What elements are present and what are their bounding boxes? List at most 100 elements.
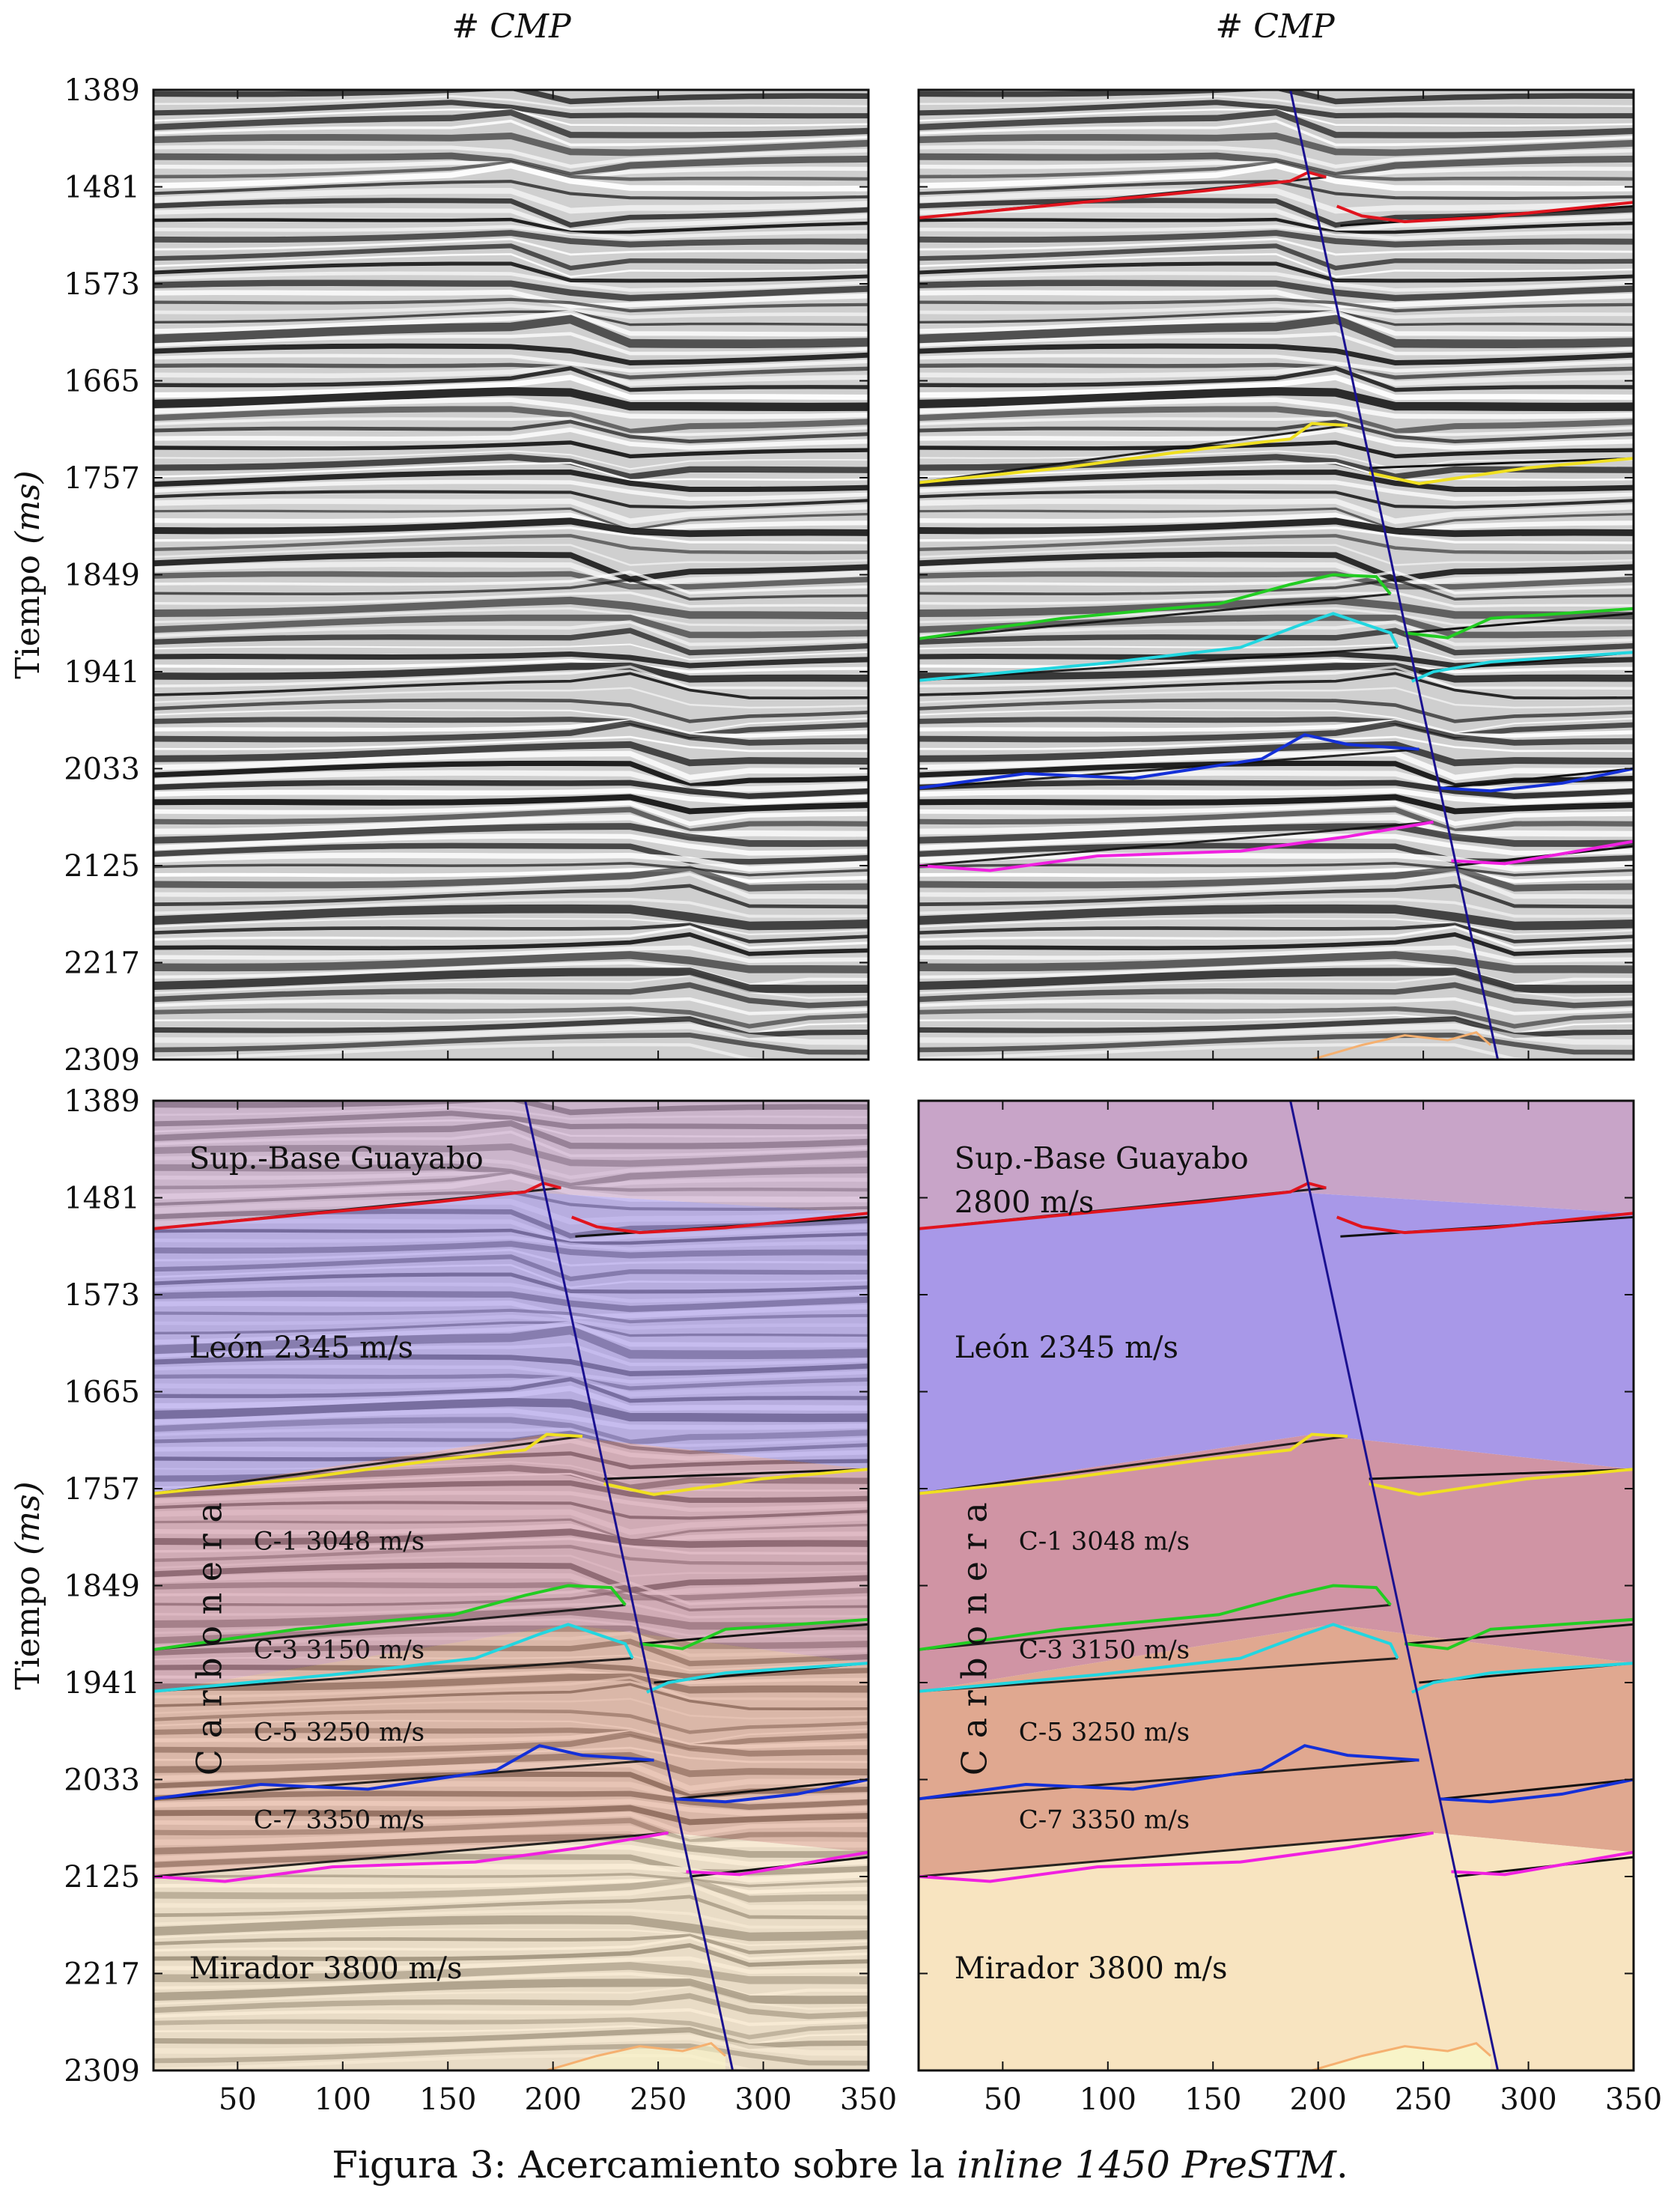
seismic-trough — [153, 614, 868, 639]
seismic-peak — [153, 897, 868, 918]
seismic-trough — [919, 517, 1634, 538]
seismic-peak — [153, 207, 868, 234]
horizon-reference-line — [153, 1759, 654, 1800]
seismic-peak — [919, 620, 1634, 646]
label-c1: C-1 3048 m/s — [254, 1527, 424, 1557]
horizon-reference-line — [919, 821, 1434, 867]
seismic-trough — [919, 596, 1634, 620]
seismic-trough — [919, 297, 1634, 313]
seismic-peak — [153, 591, 868, 608]
fill-basement — [1312, 2043, 1491, 2070]
seismic-trough — [919, 100, 1634, 119]
label-guayabo: Sup.-Base Guayabo — [955, 1142, 1249, 1176]
horizon-line — [639, 1617, 868, 1650]
seismic-peak — [153, 735, 868, 753]
figure-panels: Sup.-Base Guayabo León 2345 m/s C a r b o … — [9, 73, 1662, 2117]
fill-mirador — [153, 1832, 868, 2070]
label-c3: C-3 3150 m/s — [1019, 1635, 1190, 1665]
seismic-peak — [919, 374, 1634, 401]
label-leon: León 2345 m/s — [189, 1331, 413, 1365]
horizon-line — [570, 1212, 868, 1235]
horizon-line — [919, 1831, 1434, 1883]
seismic-trough — [153, 967, 868, 994]
fill-guayabo — [153, 1101, 868, 1229]
horizon-line — [919, 820, 1434, 872]
label-c7: C-7 3350 m/s — [254, 1805, 424, 1835]
seismic-trough — [153, 698, 868, 723]
horizon-line — [919, 1744, 1419, 1801]
seismic-trough — [919, 406, 1634, 435]
seismic-trough — [919, 490, 1634, 509]
seismic-peak — [919, 997, 1634, 1015]
horizon-line — [919, 170, 1327, 219]
seismic-trough — [153, 419, 868, 444]
seismic-peak — [919, 544, 1634, 566]
seismic-trough — [153, 454, 868, 481]
seismic-peak — [919, 162, 1634, 192]
seismic-trough — [153, 760, 868, 789]
seismic-peak — [919, 658, 1634, 674]
seismic-peak — [153, 253, 868, 278]
seismic-peak — [153, 997, 868, 1015]
seismic-trough — [919, 780, 1634, 800]
seismic-trough — [919, 932, 1634, 956]
seismic-peak — [153, 658, 868, 674]
seismic-peak — [919, 479, 1634, 502]
seismic-trough — [153, 866, 868, 892]
seismic-trough — [919, 314, 1634, 349]
horizon-line — [646, 1662, 868, 1694]
fill-carbonera-lower — [153, 1624, 868, 1877]
seismic-peak — [919, 1023, 1634, 1045]
y-tick-label: 1573 — [64, 267, 140, 302]
seismic-trough — [919, 343, 1634, 365]
seismic-peak — [919, 643, 1634, 660]
panel-content: Sup.-Base Guayabo León 2345 m/s C a r b o … — [153, 1101, 868, 2070]
seismic-trough — [919, 243, 1634, 271]
seismic-peak — [153, 750, 868, 781]
horizon-line — [919, 1584, 1392, 1651]
label-mirador: Mirador 3800 m/s — [189, 1951, 463, 1986]
seismic-peak — [919, 788, 1634, 805]
horizon-line — [1451, 1850, 1634, 1877]
seismic-peak — [919, 570, 1634, 595]
seismic-trough — [919, 923, 1634, 943]
horizon-reference-line — [639, 1623, 868, 1645]
seismic-peak — [153, 925, 868, 949]
seismic-peak — [153, 450, 868, 470]
seismic-peak — [153, 289, 868, 309]
seismic-peak — [153, 237, 868, 256]
seismic-peak — [153, 145, 868, 168]
seismic-trough — [919, 741, 1634, 767]
seismic-peak — [153, 800, 868, 826]
y-tick-label: 1389 — [64, 1084, 140, 1119]
seismic-trough — [153, 362, 868, 380]
panel-seismic-raw — [153, 90, 868, 1060]
seismic-peak — [919, 814, 1634, 837]
label-c3: C-3 3150 m/s — [254, 1635, 424, 1665]
seismic-peak — [153, 374, 868, 401]
seismic-trough — [153, 578, 868, 601]
seismic-peak — [919, 225, 1634, 240]
seismic-peak — [153, 719, 868, 738]
seismic-peak — [919, 735, 1634, 753]
seismic-trough — [153, 551, 868, 583]
seismic-trough — [153, 261, 868, 283]
horizon-reference-line — [153, 1603, 626, 1651]
x-tick-label: 150 — [419, 2082, 476, 2117]
panel-seismic-interpreted — [919, 90, 1634, 1060]
seismic-peak — [153, 353, 868, 373]
y-tick-label: 1481 — [64, 1182, 140, 1216]
seismic-trough — [153, 780, 868, 800]
seismic-trough — [153, 662, 868, 683]
fill-basement — [547, 2043, 725, 2070]
horizon-reference-line — [153, 1832, 669, 1878]
seismic-trough — [153, 982, 868, 1009]
seismic-peak — [153, 570, 868, 595]
seismic-peak — [919, 253, 1634, 278]
seismic-trough — [153, 314, 868, 349]
x-tick-label: 250 — [1395, 2082, 1452, 2117]
seismic-peak — [919, 917, 1634, 936]
seismic-peak — [919, 526, 1634, 544]
panel-velocity-model: Sup.-Base Guayabo 2800 m/s León 2345 m/s C … — [919, 1101, 1634, 2070]
seismic-trough — [919, 717, 1634, 739]
